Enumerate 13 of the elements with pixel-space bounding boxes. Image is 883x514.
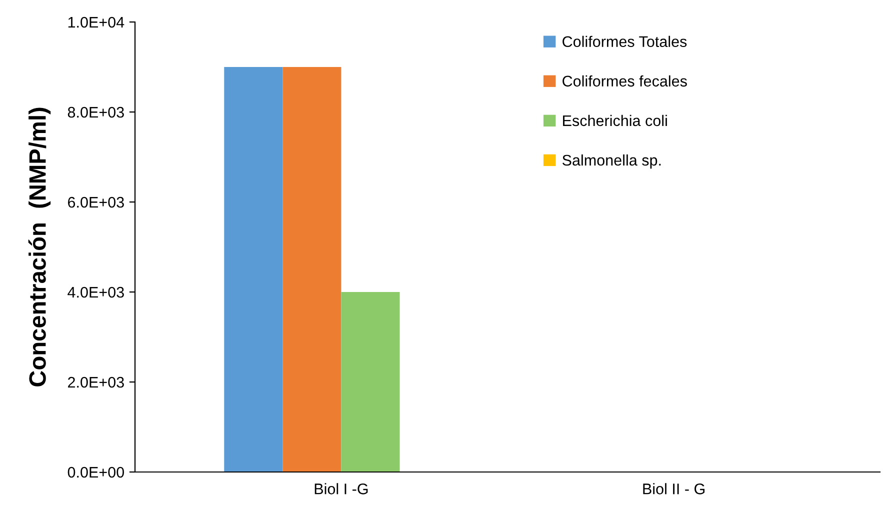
y-tick-label: 8.0E+03 <box>68 106 124 118</box>
y-tick-label: 0.0E+00 <box>68 466 124 478</box>
legend-label: Coliformes fecales <box>562 75 687 87</box>
legend-label: Salmonella sp. <box>562 154 661 169</box>
legend-label: Escherichia coli <box>563 114 667 126</box>
y-tick-label: 2.0E+03 <box>68 376 124 388</box>
y-tick-label: 1.0E+04 <box>68 16 124 28</box>
x-tick-label: Biol I -G <box>314 483 368 494</box>
x-tick-label: Biol II - G <box>643 483 704 494</box>
y-tick-label: 6.0E+03 <box>68 196 124 208</box>
legend-label: Coliformes Totales <box>562 36 687 48</box>
y-tick-label: 4.0E+03 <box>68 286 124 298</box>
y-axis-title: Concentración (NMP/ml) <box>28 108 51 386</box>
